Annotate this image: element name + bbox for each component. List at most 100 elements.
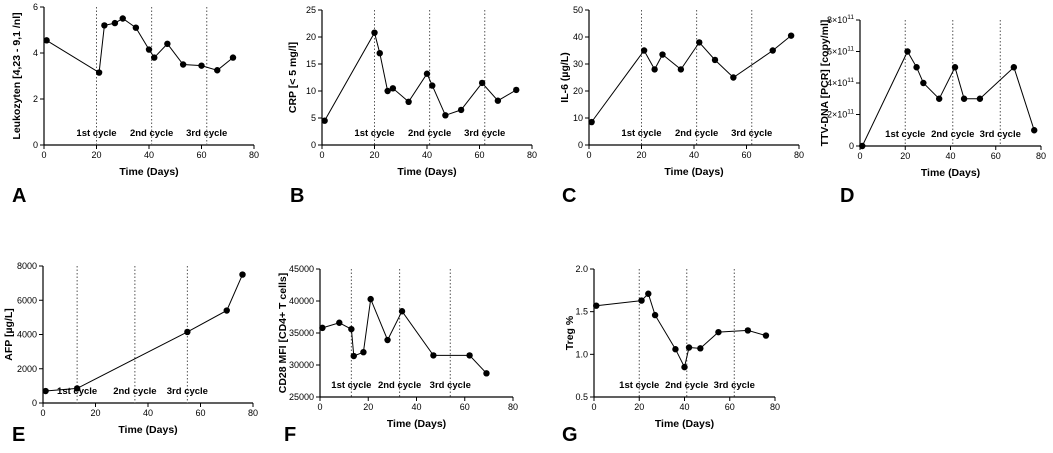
panel-a-data-point (119, 15, 126, 22)
panel-g-data-point (715, 328, 722, 336)
panel-a-data-point (111, 19, 119, 27)
panel-f-data-point (367, 295, 374, 303)
panel-f-y-tick-label: 35000 (289, 328, 314, 338)
panel-g-series-line (596, 292, 767, 369)
panel-g-letter: G (562, 424, 578, 446)
panel-d-data-point (935, 95, 943, 102)
panel-d-data-point (976, 95, 984, 102)
panel-d-y-tick-exponent: 11 (847, 46, 854, 53)
panel-d-y-tick-exponent: 11 (847, 14, 854, 21)
panel-a-data-point (179, 61, 187, 68)
panel-b-y-tick-label: 25 (306, 5, 316, 15)
panel-g-x-tick-label: 60 (725, 402, 735, 412)
panel-d-data-point (1010, 64, 1018, 71)
panel-c-data-point (696, 39, 703, 46)
panel-c-series-line (591, 35, 792, 123)
panel-e-x-label: Time (Days) (118, 424, 177, 436)
panel-a-series-line (46, 17, 234, 74)
panel-g-y-tick-label: 2.0 (575, 264, 588, 274)
panel-g-data-point (697, 345, 704, 352)
panel-f-data-point (466, 352, 473, 359)
panel-g-x-tick-label: 80 (770, 402, 780, 412)
panel-b-x-tick-label: 80 (527, 150, 537, 160)
panel-g-x-label: Time (Days) (655, 418, 714, 430)
panel-d-x-tick-label: 0 (857, 151, 862, 161)
panel-a-x-label: Time (Days) (119, 166, 178, 178)
panel-c-y-tick-label: 20 (573, 86, 583, 96)
panel-c-data-point (730, 74, 737, 81)
panel-f-y-tick-label: 45000 (289, 264, 314, 274)
panel-d-letter: D (840, 185, 854, 207)
panel-e-x-tick-label: 20 (90, 408, 100, 418)
panel-d-data-point (960, 95, 968, 102)
panel-e-letter: E (12, 424, 25, 446)
panel-b-x-tick-label: 20 (369, 150, 379, 160)
panel-f-x-tick-label: 40 (411, 402, 421, 412)
panel-b-x-tick-label: 40 (422, 150, 432, 160)
panel-b-data-point (478, 79, 486, 87)
panel-d-y-tick-label: 6×1011 (827, 46, 854, 57)
panel-d-data-point (1031, 127, 1038, 134)
panel-f-x-tick-label: 60 (460, 402, 470, 412)
panel-f-data-point (350, 352, 357, 360)
panel-f-cycle-label: 1st cycle (331, 380, 371, 391)
panel-b-series-line (324, 31, 517, 121)
panel-e-series-line (45, 274, 243, 392)
panel-a-data-point (198, 62, 205, 69)
panel-c-x-tick-label: 80 (794, 150, 804, 160)
panel-b-y-tick-label: 20 (306, 32, 316, 42)
panel-f-data-point (483, 370, 490, 377)
panel-a-y-tick-label: 4 (33, 48, 38, 58)
panel-e-y-label: AFP [µg/L] (3, 308, 15, 361)
panel-d-y-tick-exponent: 11 (847, 77, 854, 84)
panel-b-data-point (494, 97, 502, 104)
panel-b-data-point (389, 85, 397, 92)
panel-c-x-tick-label: 0 (586, 150, 591, 160)
panel-b-data-point (405, 98, 412, 106)
panel-e-y-tick-label: 6000 (17, 295, 37, 305)
panel-c-data-point (588, 118, 595, 126)
panel-g-y-tick-label: 0.5 (575, 392, 588, 402)
panel-b-data-point (321, 117, 328, 124)
panel-b-cycle-label: 3rd cycle (464, 128, 505, 139)
panel-c-y-tick-label: 50 (573, 5, 583, 15)
panel-b-cycle-label: 1st cycle (354, 128, 394, 139)
panel-e-data-point (239, 271, 246, 278)
panel-g-y-label: Treg % (564, 315, 576, 350)
panel-f-data-point (360, 349, 367, 356)
panel-c-cycle-label: 2nd cycle (675, 128, 718, 139)
panel-f-y-tick-label: 40000 (289, 296, 314, 306)
panel-c-y-tick-label: 0 (578, 140, 583, 150)
panel-g-data-point (638, 297, 645, 304)
panel-a-data-point (214, 67, 221, 74)
panel-c-x-tick-label: 20 (636, 150, 646, 160)
panel-c-x-label: Time (Days) (664, 166, 723, 178)
panel-c-data-point (677, 66, 685, 73)
panel-c-x-tick-label: 40 (689, 150, 699, 160)
panel-f-cycle-label: 2nd cycle (378, 380, 421, 391)
panel-a-letter: A (12, 185, 26, 207)
panel-f-data-point (430, 352, 437, 359)
panel-c-data-point (659, 51, 666, 58)
panel-c-data-point (651, 66, 658, 73)
panel-a-y-tick-label: 6 (33, 2, 38, 12)
panel-f-y-tick-label: 25000 (289, 392, 314, 402)
panel-g-data-point (645, 290, 652, 297)
panel-a: 0 20 40 60 80 0 2 4 6 1st cycle 2nd cycle 3rd cycle… (11, 2, 259, 207)
panel-f-data-point (384, 336, 391, 344)
panel-d-y-tick-exponent: 11 (847, 109, 854, 116)
panel-c-cycle-label: 1st cycle (621, 128, 661, 139)
panel-e-x-tick-label: 60 (195, 408, 205, 418)
panel-a-data-point (43, 37, 50, 44)
panel-d-y-label: TTV-DNA [PCR] [copy/ml] (819, 20, 831, 147)
panel-c: 0 20 40 60 80 0 10 20 30 40 50 1st cycle 2nd cycle 3r… (559, 5, 804, 207)
panel-g-data-point (593, 302, 600, 309)
panel-d-data-point (920, 79, 927, 87)
panel-c-x-tick-label: 60 (741, 150, 751, 160)
panel-f-data-point (336, 319, 343, 326)
panel-c-y-tick-label: 40 (573, 32, 583, 42)
panel-a-x-tick-label: 60 (196, 150, 206, 160)
panel-f-y-tick-label: 30000 (289, 360, 314, 370)
panel-b-x-tick-label: 0 (319, 150, 324, 160)
